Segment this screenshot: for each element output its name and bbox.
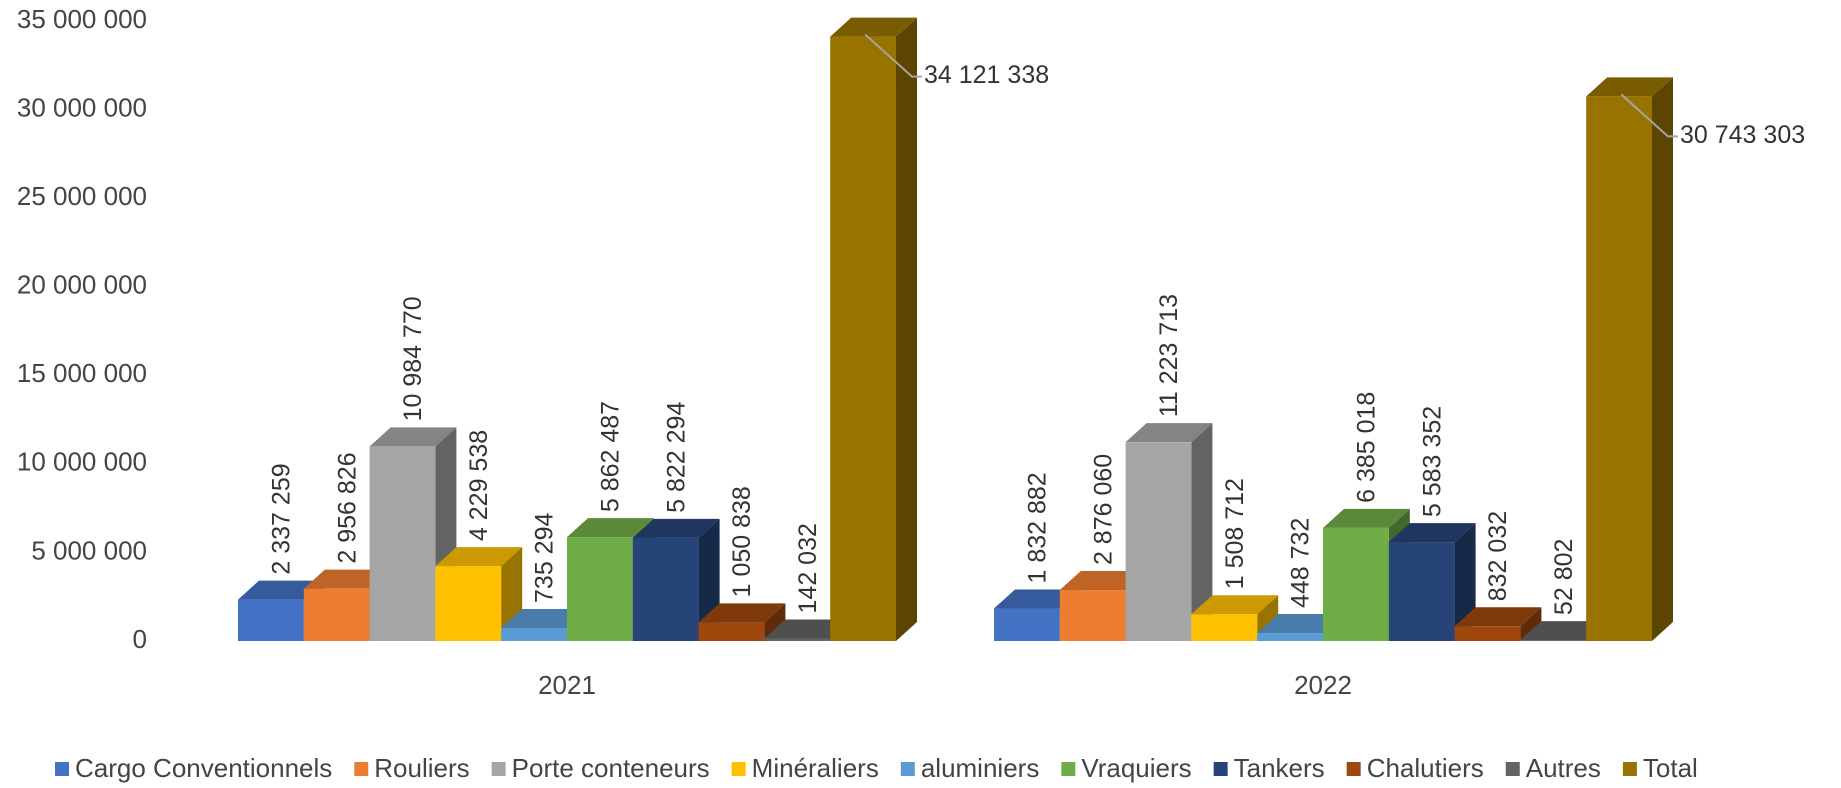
legend-swatch bbox=[55, 762, 69, 776]
bar bbox=[632, 537, 699, 641]
bar bbox=[435, 566, 502, 641]
bar bbox=[1059, 590, 1126, 641]
y-tick-label: 30 000 000 bbox=[17, 92, 147, 122]
legend-label: Rouliers bbox=[374, 753, 469, 783]
y-tick-label: 35 000 000 bbox=[17, 4, 147, 34]
bar bbox=[764, 638, 831, 641]
value-label: 5 583 352 bbox=[1418, 406, 1446, 517]
bar-top bbox=[1059, 571, 1147, 591]
bar-top bbox=[1323, 508, 1410, 528]
legend-label: Autres bbox=[1526, 753, 1601, 783]
bar bbox=[567, 537, 633, 641]
bar-top bbox=[303, 569, 391, 589]
legend-swatch bbox=[1622, 762, 1637, 776]
leader-line bbox=[1620, 93, 1678, 138]
value-label: 735 294 bbox=[531, 513, 559, 603]
bar-side bbox=[1652, 77, 1673, 641]
y-tick-label: 25 000 000 bbox=[17, 181, 147, 211]
value-label: 10 984 770 bbox=[399, 296, 427, 421]
legend-label: aluminiers bbox=[921, 753, 1040, 783]
legend-label: Chalutiers bbox=[1367, 753, 1484, 783]
bar-top bbox=[1520, 621, 1608, 641]
value-label: 4 229 538 bbox=[465, 430, 493, 541]
y-tick-label: 5 000 000 bbox=[31, 535, 147, 565]
bar bbox=[1257, 633, 1323, 641]
bar-top bbox=[1257, 614, 1344, 634]
value-label: 52 802 bbox=[1550, 539, 1578, 615]
bar bbox=[1388, 542, 1455, 641]
value-label: 1 508 712 bbox=[1221, 478, 1249, 589]
value-label: 142 032 bbox=[794, 523, 822, 613]
legend-swatch bbox=[491, 762, 506, 776]
legend-label: Minéraliers bbox=[752, 753, 879, 783]
bar-side bbox=[1191, 423, 1213, 641]
bar bbox=[994, 608, 1060, 641]
legend-swatch bbox=[1346, 762, 1361, 776]
bar-top bbox=[238, 580, 325, 600]
bar bbox=[303, 588, 370, 641]
bar-top bbox=[632, 518, 720, 538]
bar bbox=[698, 622, 765, 641]
bar-side bbox=[896, 17, 917, 641]
bar-top bbox=[1388, 523, 1476, 543]
value-label: 5 822 294 bbox=[662, 402, 690, 513]
bar-top bbox=[1454, 607, 1542, 627]
legend-label: Porte conteneurs bbox=[512, 753, 710, 783]
x-tick-label: 2022 bbox=[1294, 670, 1352, 700]
y-tick-label: 15 000 000 bbox=[17, 358, 147, 388]
legend-swatch bbox=[1061, 762, 1076, 776]
bar-side bbox=[764, 603, 786, 641]
bar-top bbox=[369, 427, 457, 447]
value-label: 34 121 338 bbox=[924, 61, 1049, 89]
value-label: 6 385 018 bbox=[1353, 392, 1381, 503]
y-tick-label: 20 000 000 bbox=[17, 270, 147, 300]
y-tick-label: 0 bbox=[133, 624, 147, 654]
value-label: 2 876 060 bbox=[1089, 454, 1117, 565]
bar-top bbox=[830, 17, 917, 37]
bar-side bbox=[1520, 607, 1542, 641]
bar-top bbox=[1125, 423, 1213, 443]
bar-top bbox=[1586, 77, 1673, 97]
y-tick-label: 10 000 000 bbox=[17, 447, 147, 477]
value-label: 2 337 259 bbox=[268, 463, 296, 574]
bar-top bbox=[698, 603, 786, 623]
bar-top bbox=[994, 589, 1081, 609]
value-label: 30 743 303 bbox=[1680, 121, 1805, 149]
bar bbox=[238, 599, 304, 641]
legend-swatch bbox=[1505, 762, 1520, 776]
bar bbox=[1454, 626, 1521, 641]
bar bbox=[1125, 442, 1192, 641]
bar bbox=[369, 446, 436, 641]
bar-top bbox=[435, 547, 523, 567]
value-label: 5 862 487 bbox=[597, 401, 625, 512]
bar bbox=[501, 627, 567, 641]
legend-swatch bbox=[900, 762, 915, 776]
bar bbox=[1586, 96, 1652, 641]
value-label: 11 223 713 bbox=[1155, 294, 1183, 417]
legend-label: Cargo Conventionnels bbox=[75, 753, 332, 783]
bar-top bbox=[567, 518, 654, 538]
bar bbox=[1323, 527, 1389, 641]
legend-label: Tankers bbox=[1234, 753, 1325, 783]
legend-swatch bbox=[731, 762, 746, 776]
value-label: 1 050 838 bbox=[728, 486, 756, 597]
leader-line bbox=[864, 33, 922, 78]
legend-swatch bbox=[354, 762, 369, 776]
value-label: 832 032 bbox=[1484, 511, 1512, 601]
bar bbox=[1191, 614, 1258, 641]
value-label: 1 832 882 bbox=[1024, 472, 1052, 583]
bar-top bbox=[501, 608, 588, 628]
bar-side bbox=[1454, 523, 1476, 641]
bar bbox=[830, 36, 896, 641]
bar-top bbox=[1191, 595, 1279, 615]
bar bbox=[1520, 640, 1587, 641]
bar-top bbox=[764, 619, 852, 639]
legend-label: Total bbox=[1643, 753, 1698, 783]
x-tick-label: 2021 bbox=[538, 670, 596, 700]
legend-swatch bbox=[1213, 762, 1228, 776]
value-label: 2 956 826 bbox=[333, 452, 361, 563]
legend-label: Vraquiers bbox=[1081, 753, 1191, 783]
value-label: 448 732 bbox=[1287, 518, 1315, 608]
